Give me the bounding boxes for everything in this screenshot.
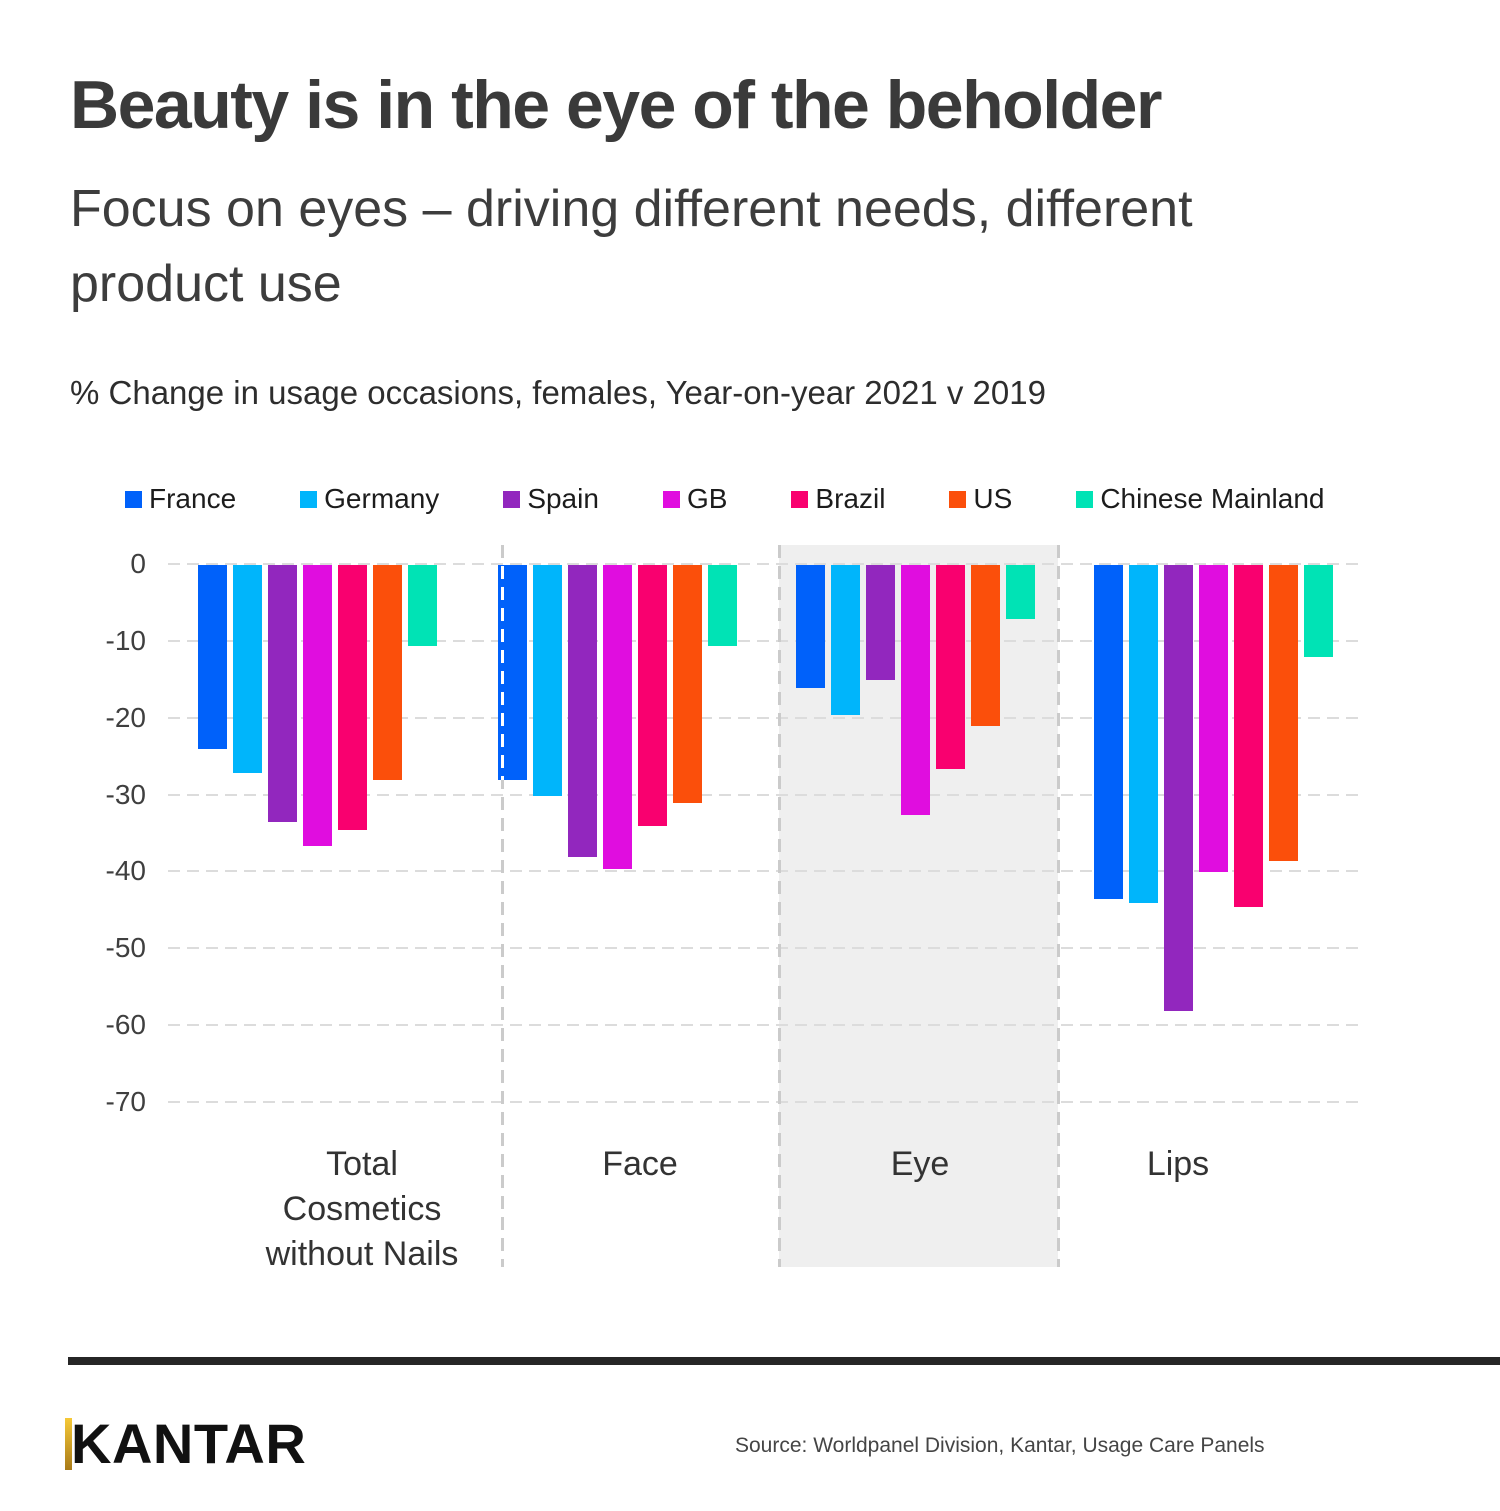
category-label-lips: Lips [1146,1145,1210,1183]
bar-gb-total-cosmetics-without-nails [303,565,332,846]
legend-item-spain: Spain [503,483,599,515]
bar-gb-lips [1199,565,1228,873]
chart-legend: France Germany Spain GB Brazil US Chines… [125,483,1324,515]
bar-chinese-mainland-total-cosmetics-without-nails [408,565,437,646]
bar-germany-eye [831,565,860,715]
bar-us-eye [971,565,1000,727]
category-divider-over-bar [501,566,504,780]
legend-label: US [973,483,1013,514]
y-tick-label--70: -70 [105,1086,146,1118]
metric-note: % Change in usage occasions, females, Ye… [70,374,1046,411]
bar-brazil-face [638,565,667,827]
legend-swatch-spain [503,490,521,508]
y-tick-label--60: -60 [105,1009,146,1041]
bar-us-face [673,565,702,804]
bar-spain-eye [866,565,895,681]
gridline--30 [168,793,1363,796]
bar-gb-eye [901,565,930,815]
legend-label: Spain [527,483,599,514]
legend-item-germany: Germany [300,483,439,515]
bar-chinese-mainland-lips [1304,565,1333,658]
y-tick-label-0: 0 [130,548,146,579]
legend-item-gb: GB [662,483,728,515]
bar-germany-total-cosmetics-without-nails [233,565,262,773]
highlight-band-right-edge [1057,545,1060,1267]
y-tick-label--20: -20 [105,701,146,733]
bar-brazil-eye [936,565,965,769]
legend-item-france: France [125,483,236,515]
kantar-logo-text: KANTAR [71,1412,307,1475]
legend-label: Chinese Mainland [1100,483,1325,514]
page-title: Beauty is in the eye of the beholder [70,67,1162,143]
bar-france-total-cosmetics-without-nails [198,565,227,750]
bar-france-eye [796,565,825,688]
gridline--50 [168,947,1363,950]
footer-divider-rule [68,1357,1500,1365]
bar-spain-face [568,565,597,858]
bar-chinese-mainland-eye [1006,565,1035,619]
y-tick-label--10: -10 [105,624,146,656]
source-attribution: Source: Worldpanel Division, Kantar, Usa… [735,1434,1265,1457]
page-subtitle: Focus on eyes – driving different needs,… [70,180,1193,314]
legend-swatch-chinese-mainland [1076,490,1094,508]
y-tick-label--40: -40 [105,855,146,887]
bar-gb-face [603,565,632,869]
legend-swatch-us [949,490,967,508]
legend-item-brazil: Brazil [791,483,885,515]
legend-label: Brazil [815,483,886,514]
gridline--10 [168,639,1363,642]
bar-france-lips [1094,565,1123,900]
legend-swatch-gb [662,490,680,508]
legend-label: Germany [324,483,440,514]
category-label-face: Face [602,1145,678,1183]
highlight-band-left-edge [778,545,781,1267]
bar-germany-face [533,565,562,796]
legend-label: GB [686,483,728,514]
bar-chinese-mainland-face [708,565,737,646]
bar-spain-lips [1164,565,1193,1011]
bar-us-lips [1269,565,1298,861]
gridline--70 [168,1101,1363,1104]
category-label-total-cosmetics: Total Cosmetics without Nails [265,1145,459,1273]
gridline--20 [168,716,1363,719]
gridline-0 [168,563,1363,565]
gridline--60 [168,1024,1363,1027]
bar-germany-lips [1129,565,1158,904]
legend-swatch-germany [300,490,318,508]
category-divider [501,545,504,1267]
legend-item-chinese-mainland: Chinese Mainland [1076,483,1324,515]
legend-label: France [149,483,237,514]
bar-us-total-cosmetics-without-nails [373,565,402,781]
kantar-logo: KANTAR [65,1412,307,1475]
bar-brazil-lips [1234,565,1263,908]
y-tick-label--50: -50 [105,932,146,964]
kantar-logo-accent-bar [65,1418,72,1470]
legend-item-us: US [949,483,1012,515]
legend-swatch-brazil [791,490,809,508]
bar-brazil-total-cosmetics-without-nails [338,565,367,831]
y-tick-label--30: -30 [105,778,146,810]
category-label-eye: Eye [890,1145,950,1183]
bar-spain-total-cosmetics-without-nails [268,565,297,823]
gridline--40 [168,870,1363,873]
legend-swatch-france [125,490,142,508]
